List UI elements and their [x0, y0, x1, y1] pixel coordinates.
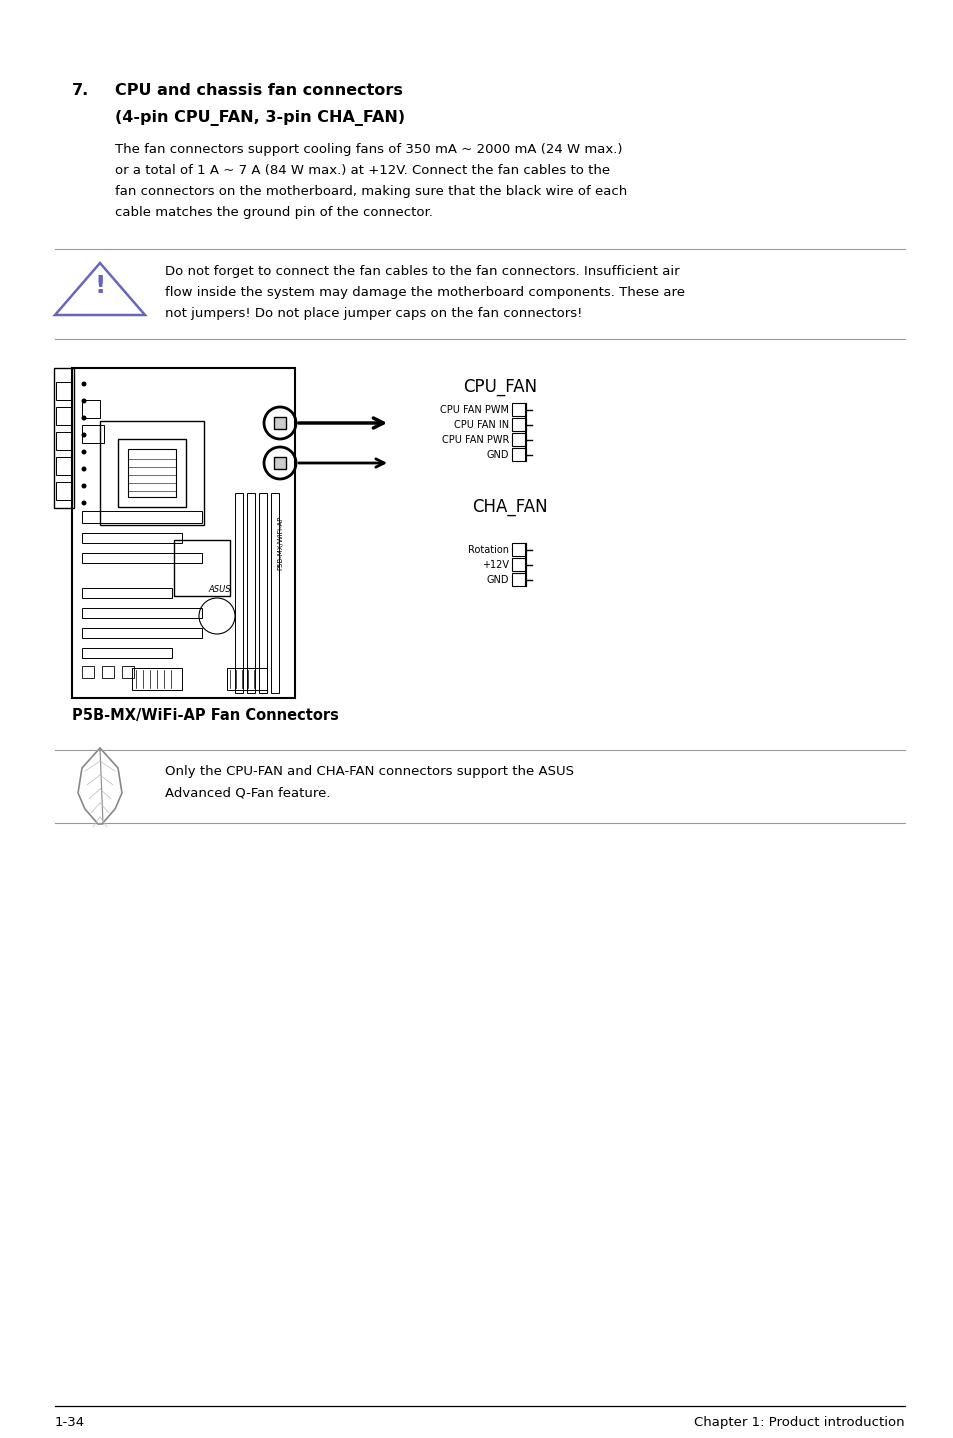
Bar — [173, 541, 230, 595]
Bar — [512, 572, 525, 587]
Circle shape — [81, 466, 87, 472]
Bar — [82, 510, 202, 523]
Bar — [128, 449, 175, 498]
Text: cable matches the ground pin of the connector.: cable matches the ground pin of the conn… — [115, 206, 433, 219]
Bar — [82, 533, 182, 544]
Text: CPU and chassis fan connectors: CPU and chassis fan connectors — [115, 83, 402, 98]
Circle shape — [81, 450, 87, 454]
Bar — [274, 457, 286, 469]
Text: flow inside the system may damage the motherboard components. These are: flow inside the system may damage the mo… — [165, 286, 684, 299]
Bar — [227, 669, 267, 690]
Bar — [82, 628, 202, 638]
Bar — [56, 457, 71, 475]
Bar — [258, 493, 267, 693]
Bar — [56, 407, 71, 426]
Circle shape — [81, 483, 87, 489]
Bar — [56, 383, 71, 400]
Circle shape — [81, 416, 87, 420]
Text: CPU_FAN: CPU_FAN — [462, 378, 537, 395]
Text: (4-pin CPU_FAN, 3-pin CHA_FAN): (4-pin CPU_FAN, 3-pin CHA_FAN) — [115, 109, 405, 127]
Bar — [512, 449, 525, 462]
Text: CPU FAN PWR: CPU FAN PWR — [441, 436, 509, 444]
Bar — [247, 493, 254, 693]
Bar — [234, 493, 243, 693]
Bar — [122, 666, 133, 677]
Text: The fan connectors support cooling fans of 350 mA ~ 2000 mA (24 W max.): The fan connectors support cooling fans … — [115, 142, 622, 155]
Bar — [82, 554, 202, 564]
Circle shape — [81, 381, 87, 387]
Text: Rotation: Rotation — [468, 545, 509, 555]
Text: 1-34: 1-34 — [55, 1416, 85, 1429]
Bar — [82, 588, 172, 598]
Bar — [54, 368, 74, 508]
Bar — [118, 439, 186, 508]
Bar — [82, 608, 202, 618]
Bar — [512, 418, 525, 431]
Bar — [512, 558, 525, 571]
Bar — [132, 669, 182, 690]
Bar — [56, 482, 71, 500]
Bar — [82, 649, 172, 659]
Bar — [102, 666, 113, 677]
Text: !: ! — [94, 275, 106, 298]
Bar — [512, 544, 525, 557]
Text: Only the CPU-FAN and CHA-FAN connectors support the ASUS: Only the CPU-FAN and CHA-FAN connectors … — [165, 765, 574, 778]
Circle shape — [81, 433, 87, 437]
Text: GND: GND — [486, 575, 509, 585]
Text: P5B-MX/WiFi-AP: P5B-MX/WiFi-AP — [276, 516, 283, 571]
Text: or a total of 1 A ~ 7 A (84 W max.) at +12V. Connect the fan cables to the: or a total of 1 A ~ 7 A (84 W max.) at +… — [115, 164, 610, 177]
Text: GND: GND — [486, 450, 509, 460]
Text: P5B-MX/WiFi-AP Fan Connectors: P5B-MX/WiFi-AP Fan Connectors — [71, 707, 338, 723]
Text: fan connectors on the motherboard, making sure that the black wire of each: fan connectors on the motherboard, makin… — [115, 186, 626, 198]
Bar — [71, 368, 294, 697]
Text: CPU FAN IN: CPU FAN IN — [454, 420, 509, 430]
Bar — [56, 431, 71, 450]
Bar — [271, 493, 278, 693]
Text: Do not forget to connect the fan cables to the fan connectors. Insufficient air: Do not forget to connect the fan cables … — [165, 265, 679, 278]
Text: CPU FAN PWM: CPU FAN PWM — [439, 406, 509, 416]
Text: CHA_FAN: CHA_FAN — [472, 498, 547, 516]
Text: +12V: +12V — [481, 559, 509, 569]
Bar — [512, 433, 525, 446]
Bar — [274, 417, 286, 429]
Bar — [512, 403, 525, 416]
Circle shape — [81, 398, 87, 404]
Text: not jumpers! Do not place jumper caps on the fan connectors!: not jumpers! Do not place jumper caps on… — [165, 306, 581, 321]
Bar — [82, 400, 100, 418]
Bar — [82, 666, 94, 677]
Bar — [82, 426, 104, 443]
Circle shape — [81, 500, 87, 506]
Text: 7.: 7. — [71, 83, 90, 98]
Text: Advanced Q-Fan feature.: Advanced Q-Fan feature. — [165, 787, 330, 800]
Text: ASUS: ASUS — [209, 585, 231, 594]
Bar — [100, 421, 204, 525]
Text: Chapter 1: Product introduction: Chapter 1: Product introduction — [694, 1416, 904, 1429]
